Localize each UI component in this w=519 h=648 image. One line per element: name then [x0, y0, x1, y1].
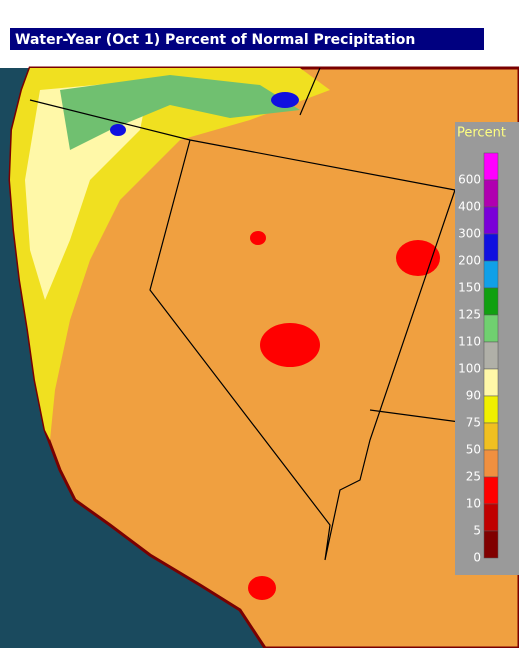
- dry-spot: [260, 323, 320, 367]
- legend-swatch: [483, 341, 499, 370]
- map: [0, 66, 519, 648]
- legend-label: 25: [466, 470, 481, 484]
- title: Water-Year (Oct 1) Percent of Normal Pre…: [15, 32, 415, 48]
- legend-swatch: [483, 449, 499, 478]
- legend-label: 200: [458, 254, 481, 268]
- legend-swatch: [483, 368, 499, 397]
- legend-label: 100: [458, 362, 481, 376]
- legend-label: 90: [466, 389, 481, 403]
- dry-spot: [250, 231, 266, 245]
- legend-swatch: [483, 314, 499, 343]
- legend-label: 110: [458, 335, 481, 349]
- legend-label: 600: [458, 173, 481, 187]
- legend-swatch: [483, 422, 499, 451]
- legend-swatch: [483, 179, 499, 208]
- legend-swatch: [483, 233, 499, 262]
- legend: Percent 60040030020015012511010090755025…: [455, 122, 519, 575]
- legend-label: 150: [458, 281, 481, 295]
- wet-region: [60, 75, 300, 150]
- wet-spot: [110, 124, 126, 136]
- legend-label: 10: [466, 497, 481, 511]
- legend-swatch: [483, 152, 499, 181]
- legend-label: 0: [473, 551, 481, 565]
- legend-label: 5: [473, 524, 481, 538]
- legend-label: 125: [458, 308, 481, 322]
- legend-swatch: [483, 395, 499, 424]
- legend-swatch: [483, 206, 499, 235]
- legend-swatch: [483, 260, 499, 289]
- wet-spot: [271, 92, 299, 108]
- legend-swatch: [483, 503, 499, 532]
- legend-label: 400: [458, 200, 481, 214]
- dry-spot: [396, 240, 440, 276]
- legend-label: 50: [466, 443, 481, 457]
- legend-label: 75: [466, 416, 481, 430]
- legend-title: Percent: [457, 126, 506, 141]
- legend-swatch: [483, 287, 499, 316]
- dry-spot: [248, 576, 276, 600]
- legend-swatch: [483, 476, 499, 505]
- legend-label: 300: [458, 227, 481, 241]
- title-bar: [10, 28, 484, 50]
- legend-swatch: [483, 530, 499, 559]
